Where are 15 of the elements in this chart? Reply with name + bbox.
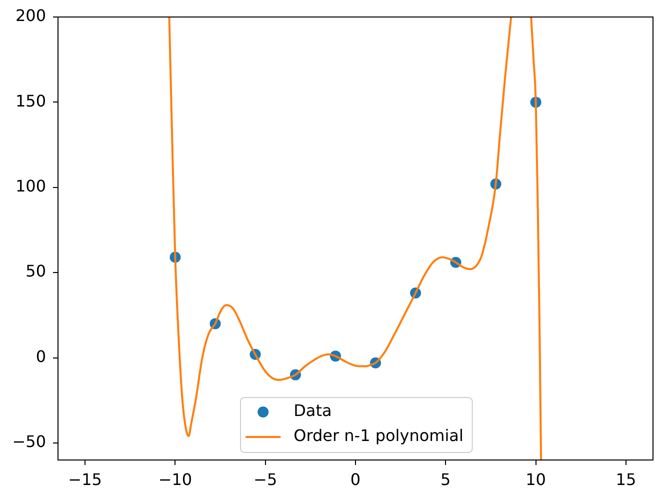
- y-tick-label: 50: [26, 262, 46, 281]
- y-tick-label: 150: [15, 91, 46, 110]
- legend-label: Order n-1 polynomial: [294, 426, 464, 446]
- y-tick-label: −50: [12, 432, 46, 452]
- x-tick-label: −15: [68, 470, 102, 489]
- x-tick-label: 0: [350, 470, 361, 489]
- y-tick-label: 0: [36, 346, 46, 366]
- y-tick-label: 200: [15, 6, 46, 26]
- x-tick-label: −5: [254, 470, 278, 489]
- x-tick-label: 15: [616, 470, 636, 489]
- x-tick-label: −10: [158, 470, 192, 489]
- y-tick-label: 100: [15, 176, 46, 196]
- x-tick-label: 5: [440, 470, 451, 489]
- legend-label: Data: [294, 401, 332, 420]
- x-tick-label: 10: [526, 470, 546, 489]
